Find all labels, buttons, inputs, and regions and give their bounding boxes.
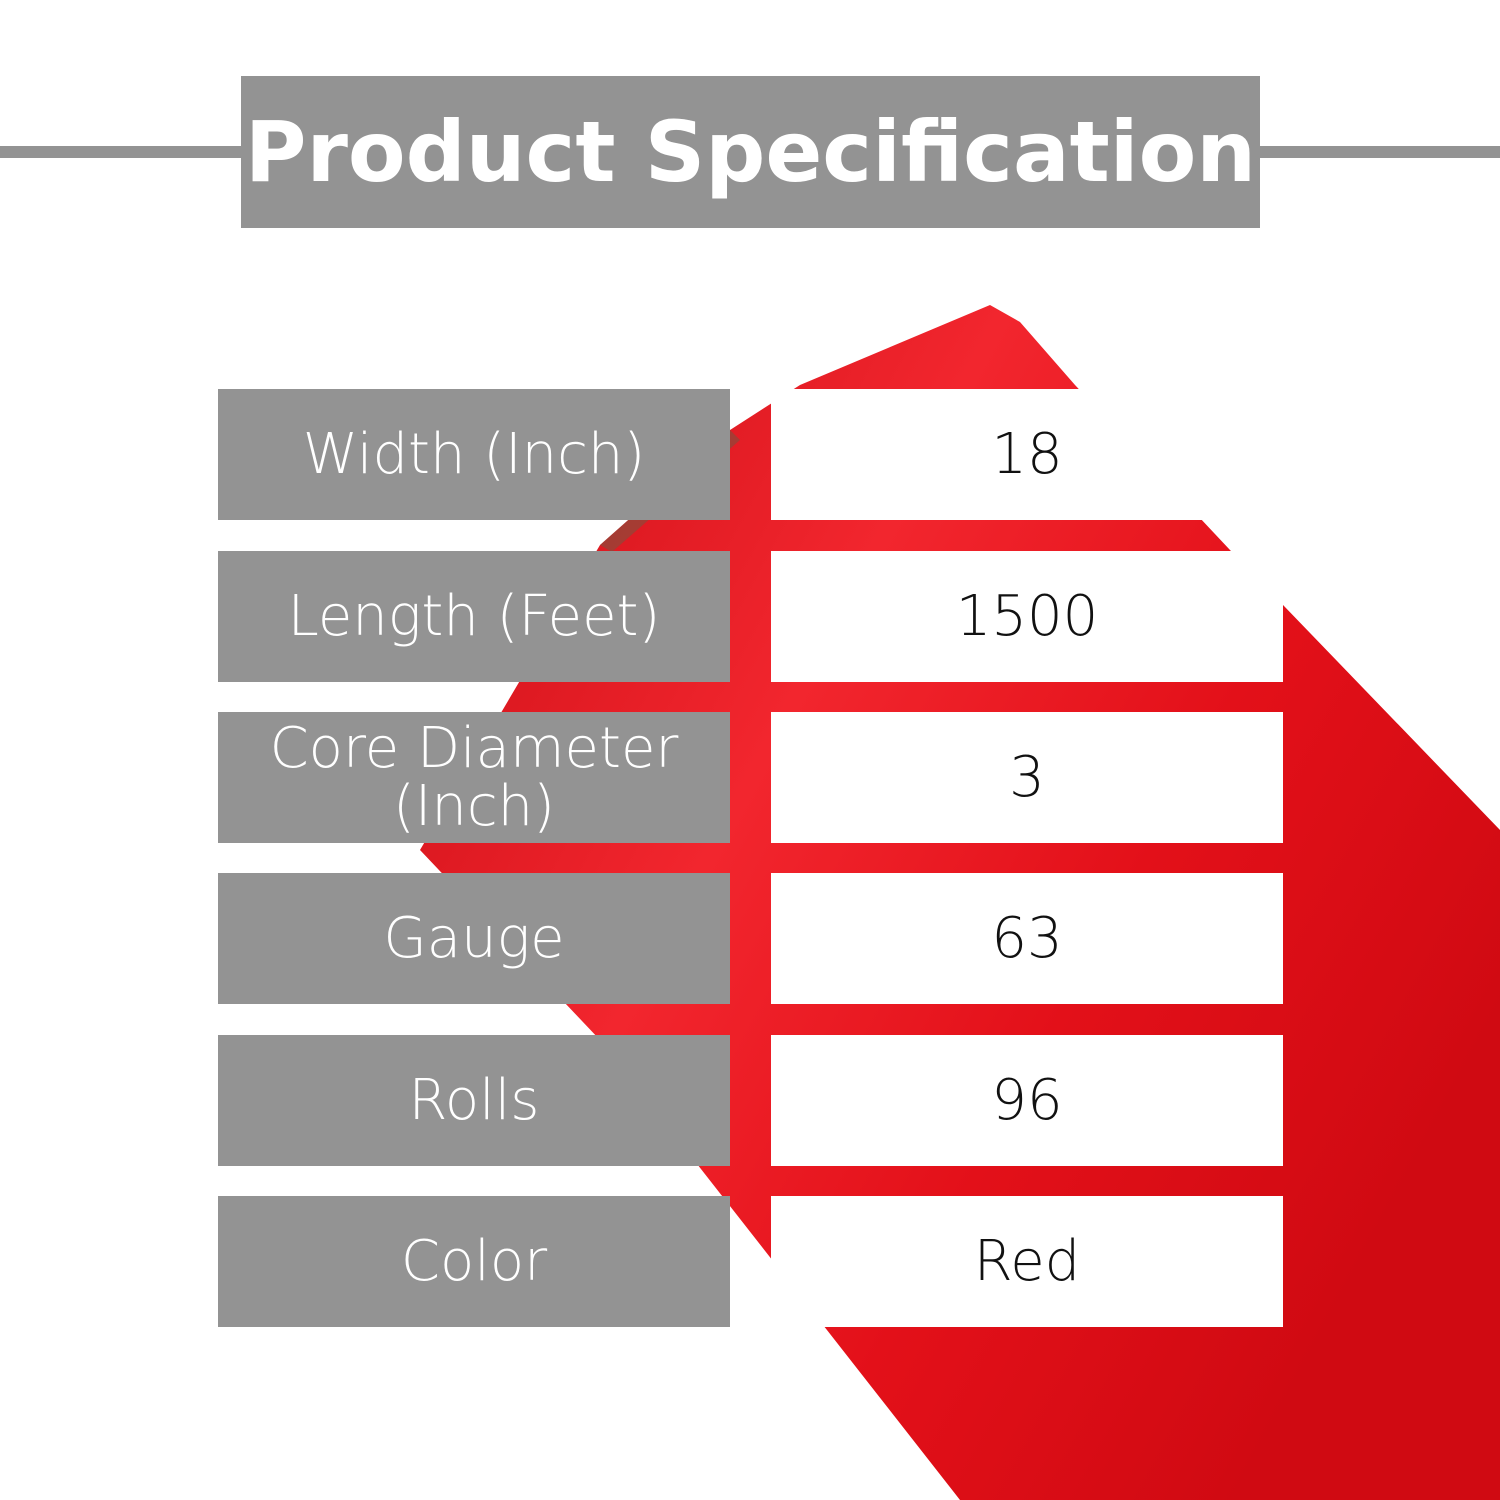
- spec-value-width: 18: [771, 389, 1283, 520]
- spec-value-length: 1500: [771, 551, 1283, 682]
- spec-label-length: Length (Feet): [218, 551, 730, 682]
- header-rule-left: [0, 146, 241, 158]
- title-banner: Product Specification: [241, 76, 1260, 228]
- spec-value-gauge: 63: [771, 873, 1283, 1004]
- header-rule-right: [1260, 146, 1500, 158]
- spec-label-core-diameter: Core Diameter (Inch): [218, 712, 730, 843]
- spec-label-color: Color: [218, 1196, 730, 1327]
- spec-label-gauge: Gauge: [218, 873, 730, 1004]
- spec-value-rolls: 96: [771, 1035, 1283, 1166]
- spec-label-rolls: Rolls: [218, 1035, 730, 1166]
- page-title: Product Specification: [244, 103, 1257, 201]
- spec-label-width: Width (Inch): [218, 389, 730, 520]
- spec-value-core-diameter: 3: [771, 712, 1283, 843]
- spec-value-color: Red: [771, 1196, 1283, 1327]
